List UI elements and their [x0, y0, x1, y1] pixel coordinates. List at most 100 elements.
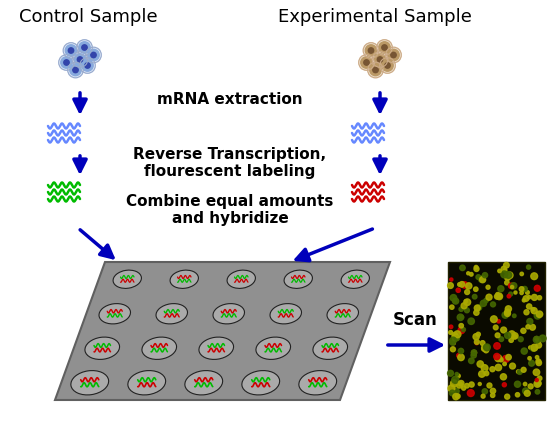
- Circle shape: [534, 336, 540, 343]
- Circle shape: [530, 324, 536, 330]
- Circle shape: [507, 294, 510, 298]
- Circle shape: [516, 370, 520, 374]
- Circle shape: [452, 332, 458, 338]
- Circle shape: [531, 308, 535, 311]
- Text: Combine equal amounts
and hybridize: Combine equal amounts and hybridize: [126, 194, 334, 226]
- Circle shape: [534, 381, 541, 387]
- Circle shape: [481, 394, 485, 398]
- Circle shape: [63, 43, 79, 58]
- Circle shape: [505, 309, 510, 315]
- Ellipse shape: [313, 337, 348, 360]
- Circle shape: [453, 299, 456, 303]
- Circle shape: [494, 353, 500, 360]
- Bar: [448, 262, 545, 400]
- Circle shape: [450, 295, 456, 301]
- Circle shape: [497, 294, 502, 299]
- Ellipse shape: [156, 304, 188, 324]
- Circle shape: [536, 360, 542, 366]
- Ellipse shape: [199, 337, 234, 360]
- Circle shape: [493, 325, 498, 330]
- Circle shape: [450, 278, 453, 281]
- Circle shape: [514, 291, 517, 294]
- Circle shape: [370, 64, 381, 76]
- Circle shape: [501, 271, 508, 278]
- Circle shape: [458, 381, 464, 386]
- Ellipse shape: [227, 270, 255, 288]
- Circle shape: [359, 55, 375, 70]
- Circle shape: [499, 358, 503, 362]
- Circle shape: [79, 42, 90, 53]
- Circle shape: [526, 290, 529, 294]
- Circle shape: [449, 325, 453, 329]
- Circle shape: [484, 298, 488, 302]
- Circle shape: [482, 389, 487, 394]
- Circle shape: [482, 346, 487, 351]
- Circle shape: [458, 348, 464, 353]
- Circle shape: [500, 327, 507, 333]
- Ellipse shape: [185, 371, 223, 395]
- Circle shape: [382, 45, 387, 50]
- Ellipse shape: [284, 270, 312, 288]
- Circle shape: [535, 356, 539, 359]
- Circle shape: [475, 341, 478, 345]
- Circle shape: [460, 315, 464, 319]
- Circle shape: [73, 67, 78, 73]
- Circle shape: [373, 67, 378, 73]
- Circle shape: [472, 294, 477, 299]
- Text: Experimental Sample: Experimental Sample: [278, 8, 472, 26]
- Circle shape: [365, 45, 377, 56]
- Circle shape: [505, 272, 512, 278]
- Circle shape: [465, 384, 469, 388]
- Circle shape: [531, 347, 536, 351]
- Circle shape: [519, 287, 524, 291]
- Circle shape: [375, 54, 386, 65]
- Circle shape: [457, 314, 464, 320]
- Text: Scan: Scan: [393, 311, 437, 329]
- Circle shape: [474, 266, 479, 272]
- Circle shape: [509, 338, 513, 342]
- Circle shape: [468, 390, 474, 396]
- Circle shape: [474, 287, 478, 291]
- Circle shape: [478, 276, 485, 282]
- Circle shape: [495, 355, 502, 362]
- Circle shape: [59, 55, 74, 70]
- Circle shape: [496, 293, 503, 300]
- Circle shape: [523, 296, 529, 302]
- Circle shape: [495, 333, 500, 338]
- Circle shape: [502, 383, 507, 387]
- Circle shape: [452, 341, 455, 345]
- Circle shape: [450, 380, 458, 387]
- Circle shape: [505, 306, 512, 312]
- Circle shape: [527, 296, 531, 299]
- Text: Reverse Transcription,
flourescent labeling: Reverse Transcription, flourescent label…: [134, 147, 327, 179]
- Circle shape: [452, 334, 459, 341]
- Circle shape: [448, 283, 453, 288]
- Circle shape: [512, 333, 518, 339]
- Circle shape: [455, 394, 459, 398]
- Circle shape: [475, 339, 479, 344]
- Circle shape: [471, 350, 477, 355]
- Ellipse shape: [256, 337, 290, 360]
- Circle shape: [496, 293, 499, 296]
- Circle shape: [483, 371, 487, 375]
- Circle shape: [513, 314, 516, 317]
- Circle shape: [474, 305, 480, 311]
- Circle shape: [461, 282, 468, 288]
- Ellipse shape: [170, 270, 199, 288]
- Circle shape: [478, 383, 481, 386]
- Ellipse shape: [213, 304, 245, 324]
- Circle shape: [540, 335, 546, 342]
- Circle shape: [450, 305, 454, 309]
- Circle shape: [449, 330, 453, 334]
- Circle shape: [504, 263, 509, 268]
- Circle shape: [529, 346, 532, 349]
- Circle shape: [456, 374, 460, 378]
- Circle shape: [464, 299, 471, 305]
- Circle shape: [531, 344, 538, 351]
- Circle shape: [458, 283, 461, 286]
- Circle shape: [474, 310, 479, 315]
- Circle shape: [363, 43, 379, 58]
- Ellipse shape: [71, 371, 109, 395]
- Circle shape: [78, 57, 82, 62]
- Circle shape: [499, 337, 504, 341]
